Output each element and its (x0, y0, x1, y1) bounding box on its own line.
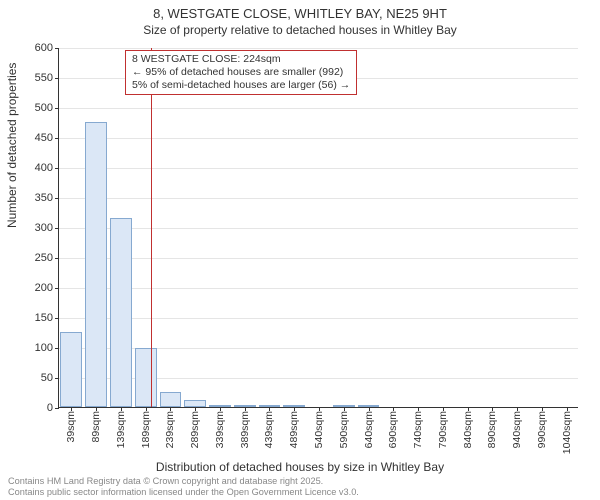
footer-line: Contains public sector information licen… (8, 487, 359, 498)
x-tick-label: 389sqm (239, 411, 251, 448)
x-tick-label: 289sqm (189, 411, 201, 448)
gridline (59, 198, 578, 199)
callout-line: ← 95% of detached houses are smaller (99… (132, 66, 350, 79)
x-tick-label: 690sqm (387, 411, 399, 448)
x-tick-label: 89sqm (90, 411, 102, 443)
y-tick-label: 0 (47, 402, 59, 414)
x-tick-label: 840sqm (462, 411, 474, 448)
callout-line: 5% of semi-detached houses are larger (5… (132, 79, 350, 92)
histogram-chart: 8, WESTGATE CLOSE, WHITLEY BAY, NE25 9HT… (0, 0, 600, 500)
x-tick-label: 590sqm (338, 411, 350, 448)
x-tick-label: 339sqm (214, 411, 226, 448)
x-tick-label: 890sqm (486, 411, 498, 448)
gridline (59, 288, 578, 289)
y-tick-label: 400 (35, 162, 59, 174)
x-axis-label: Distribution of detached houses by size … (0, 460, 600, 474)
x-tick-label: 940sqm (511, 411, 523, 448)
y-tick-label: 150 (35, 312, 59, 324)
x-tick-label: 39sqm (65, 411, 77, 443)
x-tick-label: 189sqm (140, 411, 152, 448)
y-tick-label: 200 (35, 282, 59, 294)
y-tick-label: 250 (35, 252, 59, 264)
x-tick-label: 239sqm (164, 411, 176, 448)
x-tick-label: 439sqm (263, 411, 275, 448)
gridline (59, 228, 578, 229)
histogram-bar (60, 332, 82, 407)
gridline (59, 48, 578, 49)
x-tick-label: 990sqm (536, 411, 548, 448)
chart-title: 8, WESTGATE CLOSE, WHITLEY BAY, NE25 9HT (0, 6, 600, 21)
property-marker-line (151, 48, 153, 407)
histogram-bar (85, 122, 107, 407)
histogram-bar (110, 218, 132, 407)
y-tick-label: 50 (41, 372, 59, 384)
y-tick-label: 350 (35, 192, 59, 204)
histogram-bar (160, 392, 182, 407)
plot-area: 05010015020025030035040045050055060039sq… (58, 48, 578, 408)
chart-subtitle: Size of property relative to detached ho… (0, 23, 600, 37)
x-tick-label: 1040sqm (561, 411, 573, 454)
gridline (59, 108, 578, 109)
x-tick-label: 139sqm (115, 411, 127, 448)
x-tick-label: 489sqm (288, 411, 300, 448)
callout-line: 8 WESTGATE CLOSE: 224sqm (132, 53, 350, 66)
marker-callout: 8 WESTGATE CLOSE: 224sqm ← 95% of detach… (125, 50, 357, 95)
histogram-bar (184, 400, 206, 407)
histogram-bar (135, 348, 157, 407)
chart-footer: Contains HM Land Registry data © Crown c… (8, 476, 359, 498)
x-tick-label: 640sqm (363, 411, 375, 448)
footer-line: Contains HM Land Registry data © Crown c… (8, 476, 359, 487)
x-tick-label: 540sqm (313, 411, 325, 448)
chart-title-block: 8, WESTGATE CLOSE, WHITLEY BAY, NE25 9HT… (0, 0, 600, 37)
x-tick-label: 740sqm (412, 411, 424, 448)
gridline (59, 258, 578, 259)
y-tick-label: 300 (35, 222, 59, 234)
y-tick-label: 500 (35, 102, 59, 114)
gridline (59, 138, 578, 139)
y-tick-label: 100 (35, 342, 59, 354)
gridline (59, 318, 578, 319)
y-tick-label: 600 (35, 42, 59, 54)
gridline (59, 168, 578, 169)
y-tick-label: 550 (35, 72, 59, 84)
y-tick-label: 450 (35, 132, 59, 144)
y-axis-label: Number of detached properties (5, 63, 19, 228)
x-tick-label: 790sqm (437, 411, 449, 448)
